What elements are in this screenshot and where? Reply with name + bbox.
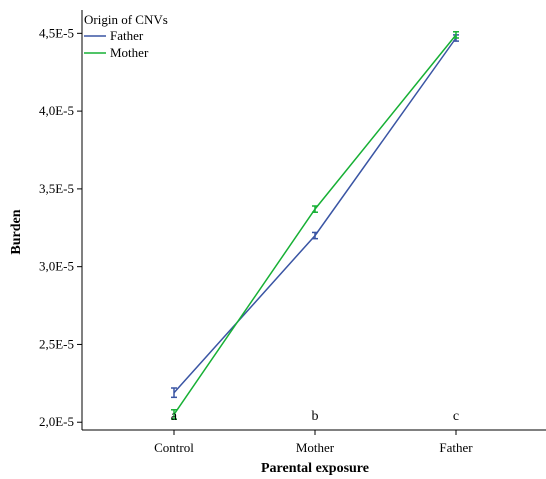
group-annotation-label: a <box>171 409 178 424</box>
y-tick-label: 4,0E-5 <box>39 103 74 118</box>
legend: Origin of CNVs Father Mother <box>84 12 168 60</box>
legend-label: Mother <box>110 45 149 60</box>
error-bar <box>312 205 318 213</box>
x-axis-ticks: Control Mother Father <box>154 430 473 455</box>
y-axis-ticks: 2,0E-5 2,5E-5 3,0E-5 3,5E-5 4,0E-5 4,5E-5 <box>39 25 82 429</box>
y-tick-label: 3,0E-5 <box>39 259 74 274</box>
error-bar <box>171 409 177 420</box>
series-line <box>173 37 457 394</box>
group-annotation-label: b <box>312 409 319 424</box>
series-layer <box>171 31 459 420</box>
legend-label: Father <box>110 28 144 43</box>
legend-item-father: Father <box>84 28 144 43</box>
error-bar <box>171 387 177 399</box>
legend-title: Origin of CNVs <box>84 12 168 27</box>
series-line <box>173 34 457 415</box>
y-tick-label: 3,5E-5 <box>39 181 74 196</box>
x-tick-label: Control <box>154 440 194 455</box>
x-tick-label: Mother <box>296 440 335 455</box>
legend-item-mother: Mother <box>84 45 149 60</box>
y-axis-title: Burden <box>9 209 24 254</box>
group-annotation-label: c <box>453 409 459 424</box>
error-bar <box>312 231 318 240</box>
series-mother <box>171 31 459 420</box>
y-tick-label: 4,5E-5 <box>39 25 74 40</box>
axes <box>81 10 546 431</box>
y-tick-label: 2,0E-5 <box>39 414 74 429</box>
series-father <box>171 34 459 399</box>
group-annotations: a b c <box>171 409 459 424</box>
y-tick-label: 2,5E-5 <box>39 336 74 351</box>
x-axis-title: Parental exposure <box>261 461 369 476</box>
error-bar <box>453 31 459 39</box>
x-tick-label: Father <box>439 440 473 455</box>
